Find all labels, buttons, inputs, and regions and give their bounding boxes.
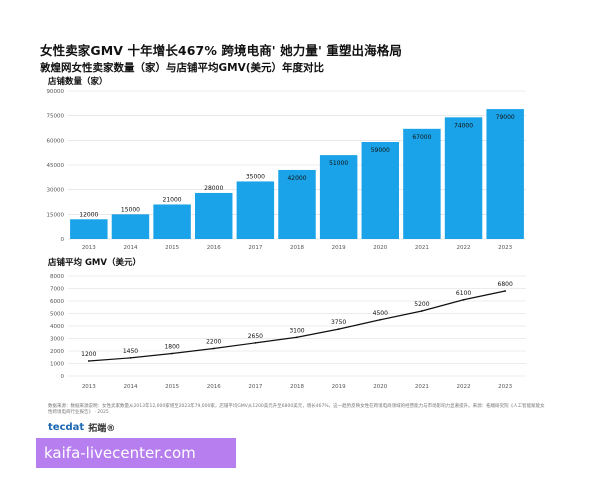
data-point bbox=[129, 356, 132, 359]
x-tick-label: 2013 bbox=[82, 384, 96, 390]
data-label: 3750 bbox=[331, 319, 346, 326]
data-label: 6800 bbox=[498, 281, 513, 288]
x-tick-label: 2021 bbox=[415, 384, 429, 390]
watermark-banner: kaifa-livecenter.com bbox=[36, 438, 236, 468]
data-label: 42000 bbox=[287, 175, 306, 182]
x-tick-label: 2018 bbox=[290, 384, 304, 390]
data-label: 79000 bbox=[496, 114, 515, 121]
x-tick-label: 2023 bbox=[498, 245, 512, 251]
x-tick-label: 2017 bbox=[248, 384, 262, 390]
y-tick-label: 4000 bbox=[50, 324, 64, 330]
y-tick-label: 45000 bbox=[47, 163, 65, 169]
data-label: 1200 bbox=[81, 351, 96, 358]
data-label: 1450 bbox=[123, 348, 138, 355]
bar bbox=[153, 204, 191, 239]
data-point bbox=[87, 360, 90, 362]
data-point bbox=[337, 328, 340, 331]
y-tick-label: 0 bbox=[61, 374, 65, 380]
data-point bbox=[504, 290, 507, 292]
x-tick-label: 2020 bbox=[373, 384, 387, 390]
y-tick-label: 0 bbox=[61, 237, 65, 243]
data-label: 3100 bbox=[289, 327, 304, 334]
bar bbox=[403, 128, 441, 239]
data-label: 12000 bbox=[79, 211, 98, 218]
x-tick-label: 2023 bbox=[498, 384, 512, 390]
data-point bbox=[379, 318, 382, 321]
y-tick-label: 8000 bbox=[50, 274, 64, 280]
y-tick-label: 5000 bbox=[50, 312, 64, 318]
bar bbox=[236, 181, 275, 239]
bar bbox=[486, 109, 524, 239]
data-label: 67000 bbox=[412, 134, 431, 141]
x-tick-label: 2016 bbox=[207, 245, 221, 251]
bar bbox=[444, 117, 483, 239]
bar bbox=[278, 169, 316, 239]
page-title: 女性卖家GMV 十年增长467% 跨境电商' 她力量' 重塑出海格局 bbox=[40, 43, 402, 58]
data-label: 6100 bbox=[456, 290, 471, 297]
bar bbox=[361, 141, 400, 239]
data-label: 2200 bbox=[206, 339, 221, 346]
x-tick-label: 2022 bbox=[457, 245, 471, 251]
logo-text-en: tecdat bbox=[48, 422, 85, 433]
x-tick-label: 2020 bbox=[373, 245, 387, 251]
y-tick-label: 60000 bbox=[47, 138, 65, 144]
data-point bbox=[212, 347, 215, 350]
data-point bbox=[421, 310, 423, 312]
y-tick-label: 90000 bbox=[47, 89, 65, 95]
x-tick-label: 2013 bbox=[82, 245, 96, 251]
data-label: 5200 bbox=[414, 301, 429, 308]
data-label: 51000 bbox=[329, 160, 348, 167]
footnote: 数据来源：数据来源说明：女性卖家数量从2013年12,000家增至2023年79… bbox=[48, 404, 545, 415]
line-chart-y-label: 店铺平均 GMV（美元） bbox=[48, 258, 141, 268]
page-subtitle: 敦煌网女性卖家数量（家）与店铺平均GMV(美元）年度对比 bbox=[40, 62, 324, 74]
store-count-bar-chart: 0 15000 30000 45000 60000 75000 90000 12000 2013… bbox=[47, 89, 526, 251]
bar bbox=[194, 192, 233, 239]
data-label: 28000 bbox=[204, 185, 223, 192]
y-tick-label: 30000 bbox=[47, 188, 65, 194]
y-tick-label: 6000 bbox=[50, 299, 64, 305]
data-label: 2650 bbox=[248, 333, 263, 340]
bar-chart-y-label: 店铺数量（家） bbox=[48, 77, 108, 87]
data-label: 15000 bbox=[121, 206, 140, 213]
x-tick-label: 2022 bbox=[457, 384, 471, 390]
y-tick-label: 7000 bbox=[50, 287, 64, 293]
data-label: 1800 bbox=[164, 344, 179, 351]
data-label: 74000 bbox=[454, 122, 473, 129]
x-tick-label: 2014 bbox=[123, 384, 137, 390]
avg-gmv-line-chart: 0 1000 2000 3000 4000 5000 6000 7000 8000 1200 201… bbox=[50, 274, 526, 390]
logo-text-zh: 拓端® bbox=[88, 424, 116, 434]
data-label: 4500 bbox=[373, 310, 388, 317]
x-tick-label: 2017 bbox=[248, 245, 262, 251]
bar bbox=[319, 155, 358, 239]
data-label: 21000 bbox=[163, 196, 182, 203]
bar bbox=[70, 219, 108, 239]
y-tick-label: 2000 bbox=[50, 349, 64, 355]
x-tick-label: 2014 bbox=[123, 245, 137, 251]
data-point bbox=[254, 341, 257, 344]
x-tick-label: 2021 bbox=[415, 245, 429, 251]
y-tick-label: 15000 bbox=[47, 212, 65, 218]
logo: tecdat 拓端® bbox=[48, 421, 115, 434]
x-tick-label: 2015 bbox=[165, 245, 179, 251]
data-point bbox=[296, 336, 298, 339]
x-tick-label: 2018 bbox=[290, 245, 304, 251]
x-tick-label: 2016 bbox=[207, 384, 221, 390]
bar bbox=[111, 214, 150, 239]
data-label: 35000 bbox=[246, 173, 265, 180]
data-label: 59000 bbox=[371, 147, 390, 154]
x-tick-label: 2015 bbox=[165, 384, 179, 390]
x-tick-label: 2019 bbox=[332, 384, 346, 390]
data-point bbox=[462, 298, 465, 301]
y-tick-label: 1000 bbox=[50, 362, 64, 368]
data-point bbox=[171, 352, 173, 355]
y-tick-label: 3000 bbox=[50, 337, 64, 343]
y-tick-label: 75000 bbox=[47, 114, 65, 120]
x-tick-label: 2019 bbox=[332, 245, 346, 251]
